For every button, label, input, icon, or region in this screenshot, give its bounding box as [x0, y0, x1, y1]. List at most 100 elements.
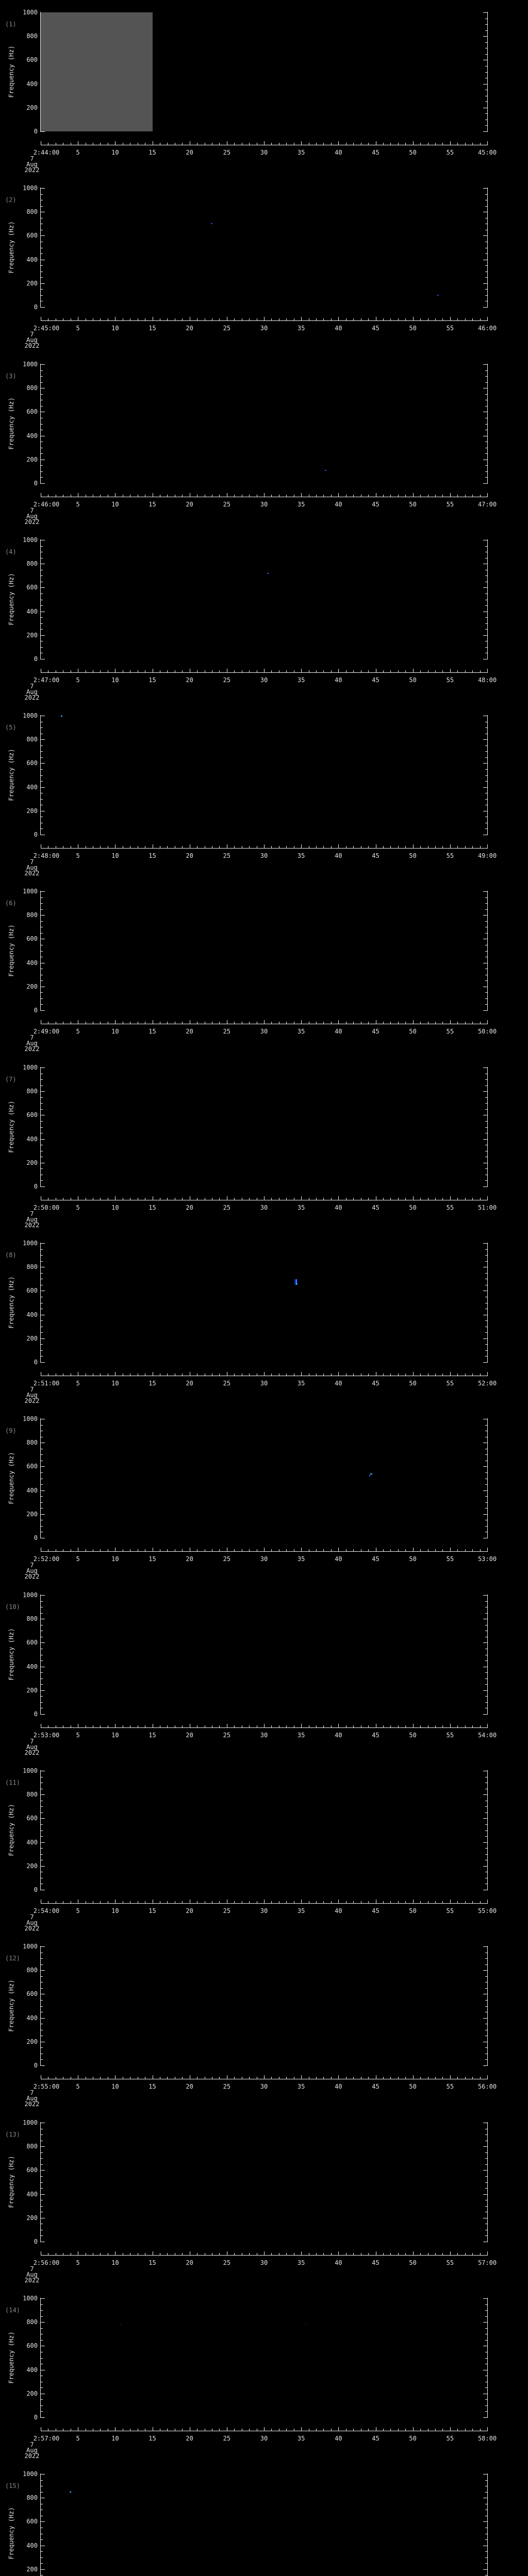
- x-tick-label: 50: [409, 676, 417, 684]
- y-axis-right: [487, 2473, 488, 2576]
- x-tick: [383, 670, 384, 672]
- x-tick-label: 5: [76, 1732, 80, 1739]
- y-tick: [41, 1848, 43, 1849]
- x-tick-label: 30: [260, 1380, 268, 1387]
- x-tick: [167, 1022, 168, 1024]
- y-axis-left: [40, 715, 41, 835]
- x-tick: [219, 2077, 220, 2079]
- x-tick-label: 20: [186, 149, 193, 156]
- y-tick: [41, 376, 43, 377]
- y-tick-label: 600: [26, 2342, 38, 2350]
- signal-dot: [295, 1279, 297, 1285]
- x-tick: [249, 143, 250, 145]
- x-tick: [420, 2429, 421, 2431]
- x-tick-label: 5: [76, 325, 80, 332]
- y-tick: [483, 1842, 487, 1843]
- y-tick: [41, 194, 43, 195]
- start-time-label: 2:52:00: [33, 1555, 60, 1563]
- x-axis-line: [41, 320, 488, 321]
- x-tick-label: 50: [409, 1732, 417, 1739]
- x-tick-label: 15: [148, 1732, 156, 1739]
- x-tick: [390, 1022, 391, 1024]
- y-tick-label: 1000: [23, 1064, 38, 1071]
- x-tick: [264, 1196, 265, 1200]
- x-tick: [398, 1725, 399, 1727]
- x-tick: [487, 1548, 488, 1551]
- x-tick-label: 35: [297, 1555, 305, 1563]
- x-tick-label: 30: [260, 1028, 268, 1035]
- y-tick: [483, 1362, 487, 1363]
- x-tick: [398, 1374, 399, 1376]
- y-axis-left: [40, 364, 41, 484]
- y-tick: [41, 235, 45, 236]
- y-tick-label: 600: [26, 1639, 38, 1647]
- x-tick-label: 55: [446, 1907, 454, 1914]
- x-tick-label: 45: [372, 149, 380, 156]
- x-tick-label: 35: [297, 1907, 305, 1914]
- start-time-label: 2:56:00: [33, 2259, 60, 2266]
- y-tick: [41, 2551, 43, 2552]
- start-time-label: 2:54:00: [33, 1907, 60, 1914]
- x-tick: [316, 670, 317, 672]
- x-tick: [420, 1022, 421, 1024]
- x-tick: [316, 318, 317, 320]
- y-tick: [485, 623, 487, 624]
- y-tick: [41, 1496, 43, 1497]
- x-tick: [316, 1549, 317, 1551]
- y-axis-left: [40, 1946, 41, 2066]
- y-tick: [41, 1806, 43, 1807]
- x-tick: [264, 669, 265, 672]
- x-tick: [264, 1548, 265, 1551]
- date-line-label: 7: [30, 2089, 34, 2096]
- x-tick: [442, 670, 443, 672]
- date-line-label: 7: [30, 2441, 34, 2448]
- x-tick: [219, 1374, 220, 1376]
- y-axis-right: [487, 1418, 488, 1538]
- signal-dot: [437, 294, 439, 296]
- y-tick: [485, 1999, 487, 2001]
- date-line-label: Aug: [26, 1216, 38, 1223]
- x-tick-label: 20: [186, 1028, 193, 1035]
- y-tick: [41, 2340, 43, 2341]
- x-tick-label: 40: [335, 2435, 342, 2442]
- x-tick: [338, 2427, 339, 2431]
- x-tick-label: 40: [335, 1732, 342, 1739]
- y-tick: [483, 2417, 487, 2418]
- x-tick-label: 20: [186, 1732, 193, 1739]
- y-tick-label: 200: [26, 279, 38, 287]
- y-tick-label: 0: [34, 1886, 38, 1893]
- x-tick-label: 35: [297, 2435, 305, 2442]
- y-tick: [485, 897, 487, 898]
- y-tick: [485, 992, 487, 993]
- y-tick: [483, 2170, 487, 2171]
- x-tick: [115, 2427, 116, 2431]
- y-tick: [485, 909, 487, 910]
- frequency-axis-title: Frequency (Hz): [8, 1628, 15, 1681]
- y-tick: [41, 2018, 45, 2019]
- y-tick: [41, 1526, 43, 1527]
- y-tick: [483, 2569, 487, 2570]
- plot-area: [41, 2298, 487, 2417]
- y-tick: [41, 1490, 45, 1491]
- x-tick-label: 15: [148, 1907, 156, 1914]
- x-tick: [472, 2253, 473, 2255]
- spectrogram-panel: (5) Frequency (Hz) 0 200 400 600 800 1000 5 10 15 2…: [0, 703, 528, 879]
- y-tick: [41, 1472, 43, 1473]
- x-tick: [264, 317, 265, 320]
- y-tick: [41, 1255, 43, 1256]
- x-tick: [368, 1022, 369, 1024]
- y-tick: [485, 2551, 487, 2552]
- y-tick: [485, 30, 487, 31]
- signal-dot: [267, 572, 269, 574]
- y-tick: [41, 745, 43, 746]
- x-tick: [383, 143, 384, 145]
- y-tick: [41, 1127, 43, 1128]
- x-tick: [316, 1198, 317, 1200]
- y-tick: [485, 1097, 487, 1098]
- x-tick-label: 40: [335, 852, 342, 859]
- signal-dot: [370, 1473, 372, 1475]
- y-tick: [483, 1091, 487, 1092]
- x-tick-label: 5: [76, 1028, 80, 1035]
- x-tick: [286, 1549, 287, 1551]
- y-tick: [485, 382, 487, 383]
